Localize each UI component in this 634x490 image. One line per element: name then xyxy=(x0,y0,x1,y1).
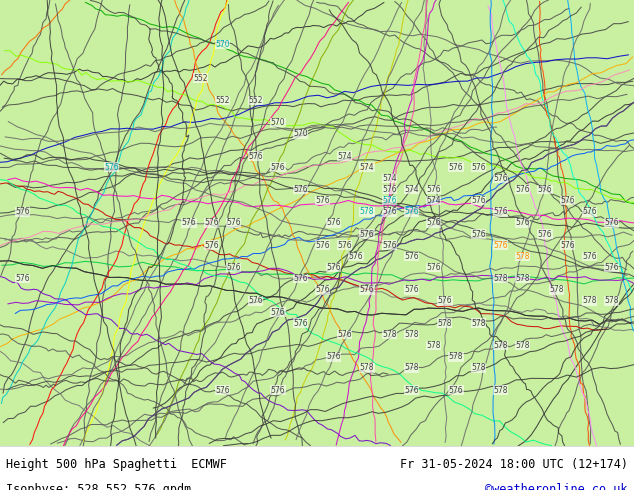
Text: 576: 576 xyxy=(215,386,230,394)
Text: ©weatheronline.co.uk: ©weatheronline.co.uk xyxy=(485,483,628,490)
Text: 576: 576 xyxy=(359,230,374,239)
Text: 578: 578 xyxy=(493,386,508,394)
Text: 576: 576 xyxy=(315,196,330,205)
Text: 578: 578 xyxy=(582,296,597,305)
Text: 578: 578 xyxy=(515,274,530,283)
Text: 576: 576 xyxy=(337,330,352,339)
Text: 578: 578 xyxy=(604,296,619,305)
Text: 576: 576 xyxy=(427,263,441,272)
Text: 576: 576 xyxy=(493,241,508,250)
Text: 578: 578 xyxy=(360,207,374,216)
Text: 576: 576 xyxy=(293,274,307,283)
Text: 578: 578 xyxy=(493,341,508,350)
Text: 576: 576 xyxy=(204,219,219,227)
Text: 574: 574 xyxy=(404,185,419,194)
Text: 578: 578 xyxy=(515,252,530,261)
Text: 576: 576 xyxy=(427,219,441,227)
Text: 576: 576 xyxy=(604,219,619,227)
Text: 570: 570 xyxy=(215,40,230,49)
Text: 578: 578 xyxy=(449,352,463,361)
Text: 576: 576 xyxy=(471,230,486,239)
Text: 576: 576 xyxy=(315,241,330,250)
Text: 576: 576 xyxy=(382,241,397,250)
Text: Fr 31-05-2024 18:00 UTC (12+174): Fr 31-05-2024 18:00 UTC (12+174) xyxy=(399,458,628,471)
Text: 576: 576 xyxy=(249,296,263,305)
Text: 576: 576 xyxy=(560,241,574,250)
Text: 576: 576 xyxy=(437,296,452,305)
Text: 576: 576 xyxy=(382,207,397,216)
Text: 576: 576 xyxy=(226,219,241,227)
Text: 576: 576 xyxy=(15,207,30,216)
Text: 578: 578 xyxy=(360,364,374,372)
Text: 576: 576 xyxy=(604,263,619,272)
Text: 576: 576 xyxy=(293,185,307,194)
Text: 576: 576 xyxy=(327,219,341,227)
Text: 576: 576 xyxy=(382,185,397,194)
Text: 552: 552 xyxy=(193,74,207,82)
Text: 576: 576 xyxy=(538,230,552,239)
Text: 576: 576 xyxy=(538,185,552,194)
Text: 576: 576 xyxy=(515,219,530,227)
Text: 574: 574 xyxy=(382,174,397,183)
Text: 576: 576 xyxy=(449,163,463,172)
Text: 576: 576 xyxy=(249,151,263,161)
Text: 576: 576 xyxy=(104,163,119,172)
Text: 578: 578 xyxy=(493,274,508,283)
Text: 574: 574 xyxy=(427,196,441,205)
Text: 576: 576 xyxy=(182,219,197,227)
Text: 576: 576 xyxy=(271,163,285,172)
Text: 576: 576 xyxy=(515,185,530,194)
Text: 574: 574 xyxy=(337,151,352,161)
Text: 576: 576 xyxy=(560,196,574,205)
Text: Height 500 hPa Spaghetti  ECMWF: Height 500 hPa Spaghetti ECMWF xyxy=(6,458,227,471)
Text: 578: 578 xyxy=(471,319,486,328)
Text: 578: 578 xyxy=(437,319,452,328)
Text: 552: 552 xyxy=(249,96,263,105)
Text: 578: 578 xyxy=(549,285,564,294)
Text: 578: 578 xyxy=(382,330,396,339)
Text: 576: 576 xyxy=(349,252,363,261)
Text: 576: 576 xyxy=(582,207,597,216)
Text: 576: 576 xyxy=(471,163,486,172)
Text: 576: 576 xyxy=(226,263,241,272)
Text: 576: 576 xyxy=(471,196,486,205)
Text: 576: 576 xyxy=(404,252,419,261)
Text: 576: 576 xyxy=(204,241,219,250)
Text: Isophyse: 528 552 576 gpdm: Isophyse: 528 552 576 gpdm xyxy=(6,483,191,490)
Text: 578: 578 xyxy=(427,341,441,350)
Text: 578: 578 xyxy=(471,364,486,372)
Text: 576: 576 xyxy=(359,285,374,294)
Text: 578: 578 xyxy=(404,330,419,339)
Text: 576: 576 xyxy=(449,386,463,394)
Text: 552: 552 xyxy=(215,96,230,105)
Text: 578: 578 xyxy=(404,364,419,372)
Text: 576: 576 xyxy=(293,319,307,328)
Text: 574: 574 xyxy=(359,163,374,172)
Text: 576: 576 xyxy=(404,386,419,394)
Text: 576: 576 xyxy=(382,196,397,205)
Text: 570: 570 xyxy=(271,118,285,127)
Text: 576: 576 xyxy=(327,263,341,272)
Text: 576: 576 xyxy=(271,386,285,394)
Text: 576: 576 xyxy=(493,207,508,216)
Text: 576: 576 xyxy=(404,285,419,294)
Text: 576: 576 xyxy=(327,352,341,361)
Text: 576: 576 xyxy=(315,285,330,294)
Text: 576: 576 xyxy=(15,274,30,283)
Text: 576: 576 xyxy=(271,308,285,317)
Text: 570: 570 xyxy=(293,129,307,138)
Text: 576: 576 xyxy=(493,174,508,183)
Text: 578: 578 xyxy=(515,341,530,350)
Text: 576: 576 xyxy=(404,207,419,216)
Text: 576: 576 xyxy=(427,185,441,194)
Text: 576: 576 xyxy=(582,252,597,261)
Text: 576: 576 xyxy=(337,241,352,250)
